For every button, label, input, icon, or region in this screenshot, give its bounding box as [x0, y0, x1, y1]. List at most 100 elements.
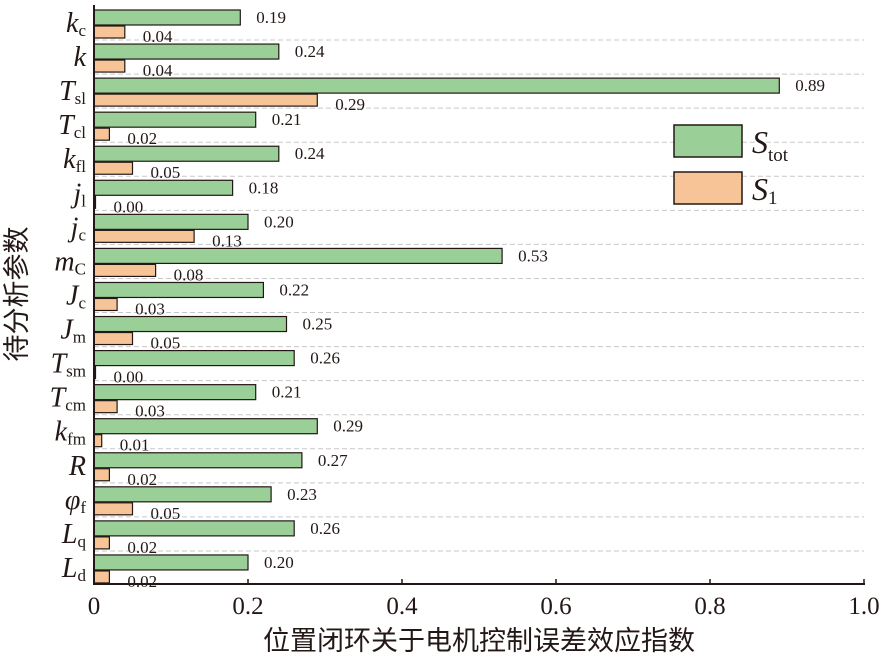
bar-stot [93, 247, 503, 265]
bar-s1 [93, 331, 134, 346]
bar-s1 [93, 502, 134, 516]
data-label: 0.03 [135, 402, 165, 421]
y-tick-label: Tsl [59, 76, 86, 108]
x-tick-label: 0.8 [694, 593, 725, 620]
data-label: 0.05 [151, 334, 181, 353]
data-label: 0.05 [151, 504, 181, 523]
y-tick-label: k [74, 42, 87, 73]
bar-stot [93, 111, 257, 128]
y-axis-label: 待分析参数 [2, 227, 32, 362]
data-label: 0.00 [114, 197, 144, 216]
data-label: 0.27 [318, 451, 348, 470]
bar-s1 [93, 93, 318, 107]
data-label: 0.02 [127, 572, 157, 591]
x-tick-labels: 0 0.2 0.4 0.6 0.8 1.0 [88, 579, 880, 620]
data-label: 0.08 [174, 265, 204, 284]
bar-s1 [93, 536, 110, 550]
x-tick-label: 0.2 [232, 593, 263, 620]
y-tick-label: Tsm [51, 349, 86, 381]
y-tick-label: mC [54, 246, 86, 278]
data-label: 0.18 [249, 178, 279, 197]
legend-label: Stot [752, 124, 789, 166]
y-tick-label: kc [66, 8, 86, 40]
x-tick-label: 0.4 [386, 593, 418, 620]
bar-s1 [93, 229, 195, 243]
legend-swatch [673, 171, 743, 205]
bar-s1 [93, 434, 103, 448]
data-label: 0.22 [279, 280, 309, 299]
bar-s1 [93, 25, 126, 39]
bar-stot [93, 213, 249, 230]
data-label: 0.24 [295, 144, 325, 163]
bar-s1 [93, 59, 126, 73]
bar-stot [93, 452, 303, 469]
bar-stot [93, 77, 780, 94]
bar-s1 [93, 297, 118, 312]
grid-lines [94, 39, 864, 552]
y-tick-label: jl [70, 178, 86, 210]
bar-s1 [93, 161, 134, 175]
bar-stot [93, 486, 272, 503]
data-label: 0.20 [264, 553, 294, 572]
data-label: 0.19 [256, 8, 286, 27]
data-label: 0.05 [151, 163, 181, 182]
legend: Stot S1 [673, 124, 789, 209]
y-tick-label: kfm [55, 417, 86, 449]
data-label: 0.13 [212, 231, 242, 250]
y-tick-label: Ld [61, 553, 87, 585]
data-label: 0.02 [127, 129, 157, 148]
bar-s1 [93, 468, 110, 482]
data-label: 0.02 [127, 470, 157, 489]
legend-swatch [673, 124, 743, 158]
data-label: 0.00 [114, 368, 144, 387]
bar-stot [93, 418, 318, 435]
data-label: 0.23 [287, 485, 317, 504]
bar-stot [93, 179, 234, 196]
x-tick-label: 0.6 [540, 593, 571, 620]
bar-stot [93, 384, 257, 401]
bar-stot [93, 554, 249, 571]
data-label: 0.04 [143, 27, 173, 46]
bar-s1 [93, 570, 110, 584]
bar-stot [93, 349, 295, 367]
bars: 0.19 0.04 0.24 0.04 0.89 0.29 0.21 0.02 0.24 0.05… [93, 8, 825, 591]
data-label: 0.24 [295, 42, 325, 61]
x-tick-label: 0 [88, 593, 101, 620]
y-tick-label: φf [65, 485, 87, 517]
data-label: 0.53 [518, 246, 548, 265]
data-label: 0.29 [333, 417, 363, 436]
y-tick-label: jc [68, 212, 87, 244]
bar-s1 [93, 127, 110, 141]
data-label: 0.02 [127, 538, 157, 557]
data-label: 0.25 [303, 315, 333, 334]
data-label: 0.04 [143, 61, 173, 80]
y-tick-label: Tcl [58, 110, 86, 142]
data-label: 0.29 [335, 95, 365, 114]
bar-stot [93, 281, 264, 299]
y-tick-label: kfl [63, 144, 86, 176]
bar-stot [93, 315, 288, 333]
legend-label: S1 [752, 171, 778, 209]
y-tick-label: R [68, 451, 86, 482]
data-label: 0.26 [310, 349, 340, 368]
x-axis-label: 位置闭环关于电机控制误差效应指数 [263, 626, 695, 656]
data-label: 0.01 [120, 436, 150, 455]
y-tick-label: Lq [61, 519, 87, 551]
data-label: 0.89 [795, 76, 825, 95]
bar-stot [93, 9, 241, 26]
y-tick-label: Jc [66, 280, 86, 312]
bar-stot [93, 43, 280, 60]
bar-stot [93, 145, 280, 162]
data-label: 0.21 [272, 383, 302, 402]
y-tick-label: Tcm [50, 383, 86, 415]
y-tick-label: Jm [60, 315, 86, 347]
bar-s1 [93, 263, 157, 278]
x-tick-label: 1.0 [848, 593, 879, 620]
data-label: 0.26 [310, 519, 340, 538]
bar-stot [93, 520, 295, 537]
data-label: 0.20 [264, 212, 294, 231]
data-label: 0.03 [135, 299, 165, 318]
data-label: 0.21 [272, 110, 302, 129]
